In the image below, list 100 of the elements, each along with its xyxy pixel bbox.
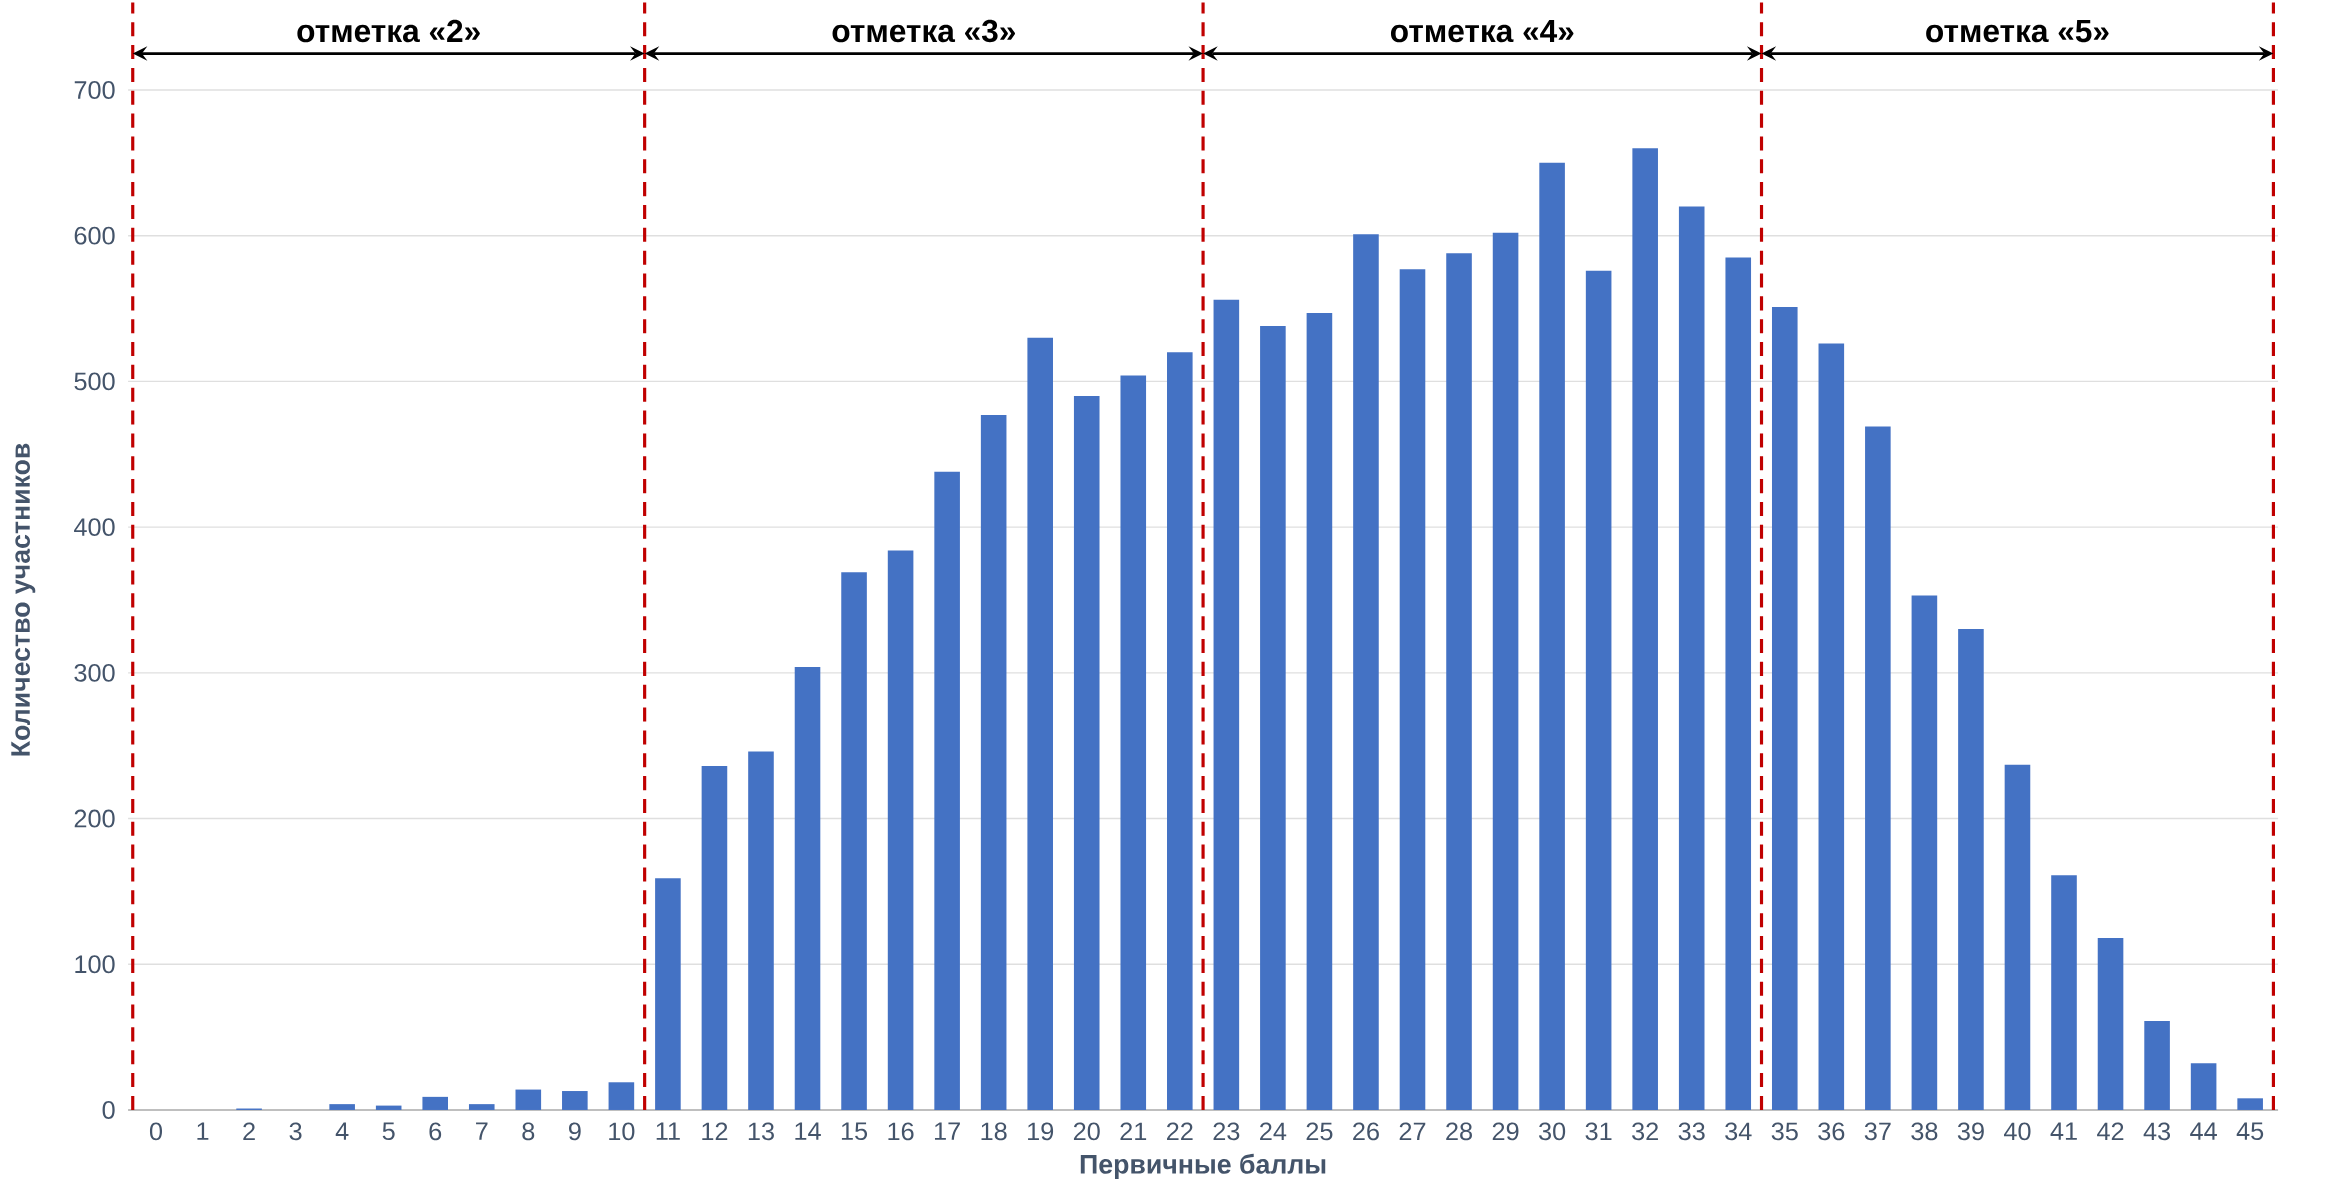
x-tick-label: 38 xyxy=(1911,1122,1938,1141)
bar xyxy=(794,667,821,1110)
x-tick-label: 43 xyxy=(2143,1122,2171,1141)
x-tick-label: 15 xyxy=(841,1122,868,1141)
bar xyxy=(2097,938,2124,1110)
bar xyxy=(1260,326,1286,1110)
x-tick-label: 37 xyxy=(1864,1122,1891,1141)
y-tick-label: 400 xyxy=(74,518,115,537)
bar xyxy=(1213,299,1240,1110)
bar xyxy=(980,414,1007,1110)
x-tick-label: 39 xyxy=(1957,1122,1984,1141)
x-tick-label: 28 xyxy=(1446,1122,1472,1141)
bar xyxy=(1027,337,1053,1110)
bar xyxy=(1539,162,1565,1110)
x-tick-label: 9 xyxy=(569,1122,581,1141)
x-axis-title: Первичные баллы xyxy=(1080,1153,1326,1180)
x-tick-label: 31 xyxy=(1585,1122,1612,1141)
x-tick-label: 3 xyxy=(289,1122,302,1141)
bar xyxy=(2190,1063,2217,1110)
bar xyxy=(934,471,960,1110)
bar xyxy=(608,1082,635,1110)
x-tick-label: 6 xyxy=(429,1122,442,1141)
x-tick-label: 1 xyxy=(197,1122,209,1140)
x-tick-label: 35 xyxy=(1771,1122,1798,1141)
y-tick-label: 100 xyxy=(75,955,115,974)
x-tick-label: 34 xyxy=(1725,1122,1752,1141)
x-tick-label: 29 xyxy=(1492,1122,1519,1141)
x-tick-label: 19 xyxy=(1028,1122,1054,1141)
bar xyxy=(422,1096,449,1110)
x-tick-label: 13 xyxy=(748,1122,774,1141)
text: отметка «3» xyxy=(832,19,1015,43)
x-tick-label: 17 xyxy=(934,1122,960,1140)
x-tick-label: 11 xyxy=(656,1122,680,1140)
x-tick-label: 27 xyxy=(1399,1122,1426,1141)
x-tick-label: 18 xyxy=(981,1122,1007,1141)
bar xyxy=(841,572,867,1110)
bar xyxy=(1492,232,1519,1110)
bar xyxy=(1771,307,1798,1110)
bar xyxy=(1399,269,1426,1110)
x-tick-label: 10 xyxy=(609,1122,635,1141)
x-tick-label: 24 xyxy=(1260,1122,1287,1141)
bar xyxy=(887,550,914,1110)
x-tick-label: 36 xyxy=(1818,1122,1845,1141)
bar xyxy=(701,766,728,1110)
x-tick-label: 0 xyxy=(149,1122,163,1141)
x-tick-label: 44 xyxy=(2190,1122,2217,1140)
x-tick-label: 12 xyxy=(702,1122,728,1141)
bar xyxy=(1958,629,1984,1110)
bar xyxy=(655,878,681,1110)
bar xyxy=(1678,206,1705,1110)
bar xyxy=(1911,595,1938,1110)
x-tick-label: 45 xyxy=(2236,1122,2264,1141)
bar xyxy=(1446,253,1472,1110)
x-tick-label: 42 xyxy=(2097,1122,2124,1141)
bar xyxy=(2051,875,2077,1110)
bar xyxy=(1725,257,1752,1110)
x-tick-label: 33 xyxy=(1678,1122,1705,1141)
x-tick-label: 22 xyxy=(1167,1122,1193,1141)
x-tick-label: 14 xyxy=(795,1122,821,1140)
y-axis-title: Количество участников xyxy=(11,443,36,756)
x-tick-label: 41 xyxy=(2050,1122,2077,1140)
bar xyxy=(468,1104,495,1110)
x-tick-label: 23 xyxy=(1213,1122,1240,1141)
x-tick-label: 8 xyxy=(522,1122,535,1141)
x-tick-label: 32 xyxy=(1632,1122,1658,1141)
text: отметка «2» xyxy=(297,19,480,43)
bar xyxy=(1585,270,1612,1110)
bar xyxy=(2237,1098,2263,1110)
bar xyxy=(1353,234,1379,1110)
bar xyxy=(1632,148,1658,1110)
x-tick-label: 26 xyxy=(1353,1122,1379,1141)
bar xyxy=(2144,1021,2170,1110)
y-tick-label: 0 xyxy=(102,1101,115,1119)
text: отметка «4» xyxy=(1390,20,1574,43)
bar xyxy=(2004,764,2031,1110)
x-tick-label: 25 xyxy=(1306,1122,1333,1141)
text: отметка «5» xyxy=(1926,20,2109,43)
bar xyxy=(1120,375,1147,1110)
x-tick-label: 5 xyxy=(382,1122,395,1141)
bar xyxy=(748,751,774,1110)
bar xyxy=(562,1091,588,1110)
x-tick-label: 16 xyxy=(888,1122,914,1141)
x-tick-label: 40 xyxy=(2004,1122,2031,1141)
x-tick-label: 21 xyxy=(1120,1122,1147,1141)
bar xyxy=(515,1089,542,1110)
bar xyxy=(1306,312,1333,1110)
bar xyxy=(1073,395,1100,1110)
bar xyxy=(329,1104,355,1110)
y-tick-label: 200 xyxy=(74,809,115,828)
bar xyxy=(1167,352,1193,1110)
y-tick-label: 600 xyxy=(74,226,115,245)
y-tick-label: 500 xyxy=(74,372,115,391)
x-tick-label: 7 xyxy=(476,1122,488,1140)
x-tick-label: 4 xyxy=(335,1122,349,1140)
bar xyxy=(1818,343,1845,1110)
y-tick-label: 300 xyxy=(74,663,115,682)
y-tick-label: 700 xyxy=(74,81,115,99)
bar xyxy=(1865,426,1891,1110)
x-tick-label: 30 xyxy=(1538,1122,1566,1141)
x-tick-label: 20 xyxy=(1073,1122,1100,1141)
